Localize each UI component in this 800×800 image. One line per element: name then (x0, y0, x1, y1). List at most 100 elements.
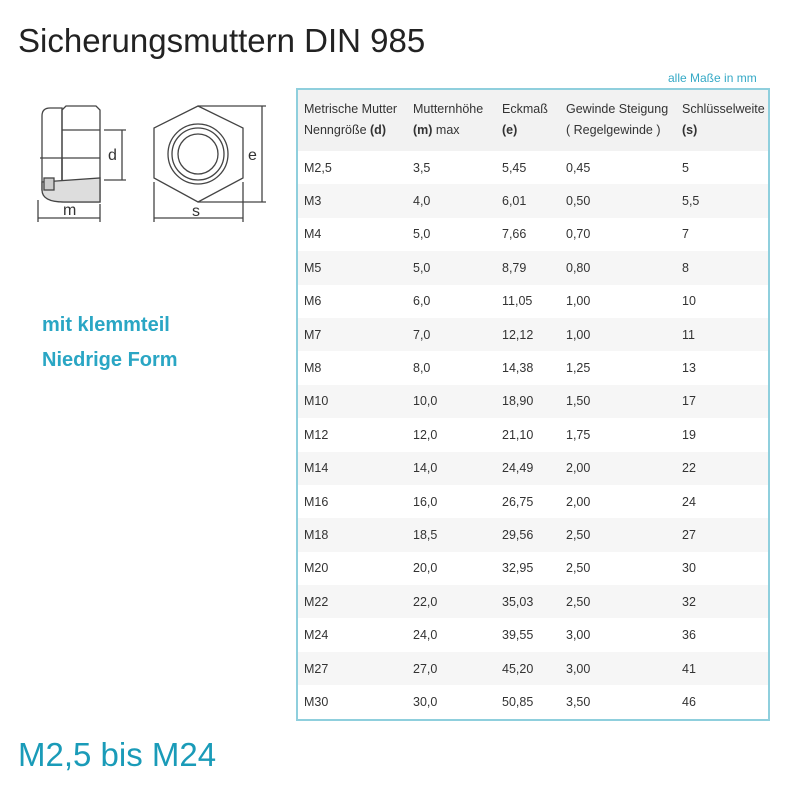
page-title: Sicherungsmuttern DIN 985 (18, 22, 426, 59)
table-cell: 29,56 (502, 527, 534, 542)
table-header-row: Metrische Mutter Nenngröße (d) Mutternhöhe… (297, 89, 769, 151)
header-line2: Nenngröße (304, 123, 371, 137)
table-cell: 6,01 (502, 194, 527, 209)
table-cell: 3,00 (566, 628, 591, 643)
table-row: M24 24,0 39,55 3,00 36 (297, 618, 769, 652)
table-cell: M8 (304, 361, 322, 376)
table-cell: 46 (682, 694, 696, 709)
table-row: M27 27,0 45,20 3,00 41 (297, 651, 769, 686)
table-cell: 27 (682, 527, 696, 542)
s-label: s (192, 203, 200, 220)
column-header: Eckmaß (e) (496, 89, 560, 151)
header-line1: Schlüsselweite (682, 102, 765, 116)
table-cell: M24 (304, 628, 329, 643)
table-cell: 45,20 (502, 661, 534, 676)
table-cell: M10 (304, 394, 329, 409)
nut-top-view: e s (153, 105, 266, 222)
header-suffix: max (432, 123, 460, 137)
header-symbol: (e) (502, 123, 518, 137)
table-cell: 6,0 (413, 294, 431, 309)
feature-tag-niedrige-form: Niedrige Form (42, 349, 178, 371)
table-cell: 18,5 (413, 527, 438, 542)
header-symbol: (d) (370, 123, 386, 137)
table-cell: 2,00 (566, 461, 591, 476)
table-cell: 8 (682, 260, 689, 275)
table-cell: 7,0 (413, 327, 431, 342)
table-row: M20 20,0 32,95 2,50 30 (297, 551, 769, 586)
table-cell: 24 (682, 494, 696, 509)
table-cell: M14 (304, 461, 329, 476)
nut-technical-drawing: d m e s (37, 105, 266, 222)
header-line2: ( Regelgewinde ) (566, 123, 661, 137)
table-cell: 2,00 (566, 494, 591, 509)
table-cell: 41 (682, 661, 696, 676)
table-cell: 36 (682, 628, 696, 643)
table-cell: 11,05 (502, 294, 533, 309)
table-cell: 14,0 (413, 461, 438, 476)
table-cell: 1,00 (566, 294, 591, 309)
table-cell: 12,12 (502, 327, 534, 342)
table-cell: 35,03 (502, 594, 534, 609)
table-cell: 1,75 (566, 427, 591, 442)
table-cell: 2,50 (566, 527, 591, 542)
table-cell: 30,0 (413, 694, 438, 709)
table-cell: 30 (682, 561, 696, 576)
header-line1: Mutternhöhe (413, 102, 484, 116)
column-header: Metrische Mutter Nenngröße (d) (297, 89, 407, 151)
table-cell: M12 (304, 427, 329, 442)
table-row: M7 7,0 12,12 1,00 11 (297, 317, 769, 352)
table-cell: 5,0 (413, 227, 431, 242)
table-cell: 16,0 (413, 494, 438, 509)
table-cell: M18 (304, 527, 329, 542)
table-row: M22 22,0 35,03 2,50 32 (297, 585, 769, 619)
table-cell: 14,38 (502, 361, 534, 376)
table-cell: 26,75 (502, 494, 534, 509)
table-cell: 1,25 (566, 361, 591, 376)
m-label: m (63, 202, 76, 219)
dimension-table: Metrische Mutter Nenngröße (d) Mutternhöhe… (296, 88, 770, 721)
table-cell: 18,90 (502, 394, 534, 409)
table-cell: 12,0 (413, 427, 438, 442)
table-row: M10 10,0 18,90 1,50 17 (297, 384, 769, 419)
column-header: Schlüsselweite (s) (676, 89, 769, 151)
table-cell: 0,50 (566, 194, 591, 209)
feature-tag-klemmteil: mit klemmteil (42, 314, 170, 336)
table-cell: 11 (682, 327, 695, 342)
table-cell: M3 (304, 194, 322, 209)
table-cell: 10 (682, 294, 696, 309)
table-cell: 4,0 (413, 194, 431, 209)
table-cell: M7 (304, 327, 322, 342)
header-symbol: (s) (682, 123, 698, 137)
size-range: M2,5 bis M24 (18, 736, 217, 773)
table-cell: 0,80 (566, 260, 591, 275)
table-row: M3 4,0 6,01 0,50 5,5 (297, 184, 769, 218)
table-cell: 20,0 (413, 561, 438, 576)
table-row: M5 5,0 8,79 0,80 8 (297, 251, 769, 285)
table-cell: 1,00 (566, 327, 591, 342)
d-label: d (108, 147, 117, 164)
nut-side-view: d m (37, 105, 126, 222)
table-cell: 22 (682, 461, 696, 476)
table-cell: 0,70 (566, 227, 591, 242)
table-cell: 19 (682, 427, 696, 442)
table-cell: 7,66 (502, 227, 527, 242)
header-line1: Metrische Mutter (304, 102, 398, 116)
table-cell: 13 (682, 361, 696, 376)
table-cell: M16 (304, 494, 329, 509)
table-cell: 3,50 (566, 694, 591, 709)
table-cell: 3,5 (413, 160, 431, 175)
table-cell: 5 (682, 160, 689, 175)
table-cell: M27 (304, 661, 329, 676)
table-cell: 32 (682, 594, 696, 609)
header-line1: Eckmaß (502, 102, 548, 116)
table-cell: 10,0 (413, 394, 438, 409)
table-row: M16 16,0 26,75 2,00 24 (297, 484, 769, 519)
table-cell: 22,0 (413, 594, 438, 609)
table-row: M30 30,0 50,85 3,50 46 (297, 685, 769, 720)
table-cell: M2,5 (304, 160, 332, 175)
table-cell: M20 (304, 561, 329, 576)
table-cell: 24,49 (502, 461, 534, 476)
table-row: M14 14,0 24,49 2,00 22 (297, 451, 769, 485)
table-row: M4 5,0 7,66 0,70 7 (297, 217, 769, 252)
header-line1: Gewinde Steigung (566, 102, 669, 116)
